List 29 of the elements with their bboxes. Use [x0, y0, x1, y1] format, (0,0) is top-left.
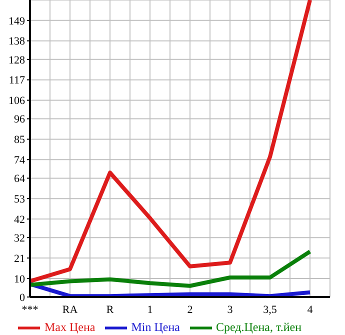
y-tick-label: 32 [14, 232, 25, 245]
x-tick-label: 2 [187, 304, 193, 316]
x-tick-label: 4 [307, 304, 314, 316]
y-tick-label: 42 [14, 214, 25, 226]
line-series [30, 0, 312, 284]
y-tick-label: 21 [14, 252, 25, 265]
x-tick-label: *** [22, 304, 38, 316]
y-tick-label: 64 [14, 173, 26, 186]
legend-label: Max Цена [44, 320, 96, 334]
x-tick-label: 3 [227, 304, 234, 316]
y-tick-label: 128 [8, 54, 26, 66]
y-tick-label: 74 [14, 154, 26, 167]
x-tick-label: R [106, 304, 114, 316]
x-tick-label: RA [62, 304, 78, 316]
x-tick-label: 1 [147, 304, 153, 316]
y-tick-label: 53 [14, 194, 26, 206]
legend-label: Сред.Цена, т.йен [216, 320, 302, 334]
y-tick-label: 85 [14, 134, 26, 146]
x-tick-label: 3,5 [263, 304, 278, 316]
y-tick-label: 149 [8, 15, 26, 28]
y-tick-label: 10 [14, 273, 26, 286]
y-tick-label: 0 [20, 292, 26, 304]
legend-label: Min Цена [131, 320, 180, 334]
y-tick-label: 138 [8, 36, 26, 48]
line-series [30, 282, 312, 297]
y-tick-label: 96 [14, 114, 26, 126]
line-series [30, 250, 312, 288]
y-tick-label: 117 [8, 74, 26, 87]
y-tick-label: 106 [8, 95, 26, 108]
